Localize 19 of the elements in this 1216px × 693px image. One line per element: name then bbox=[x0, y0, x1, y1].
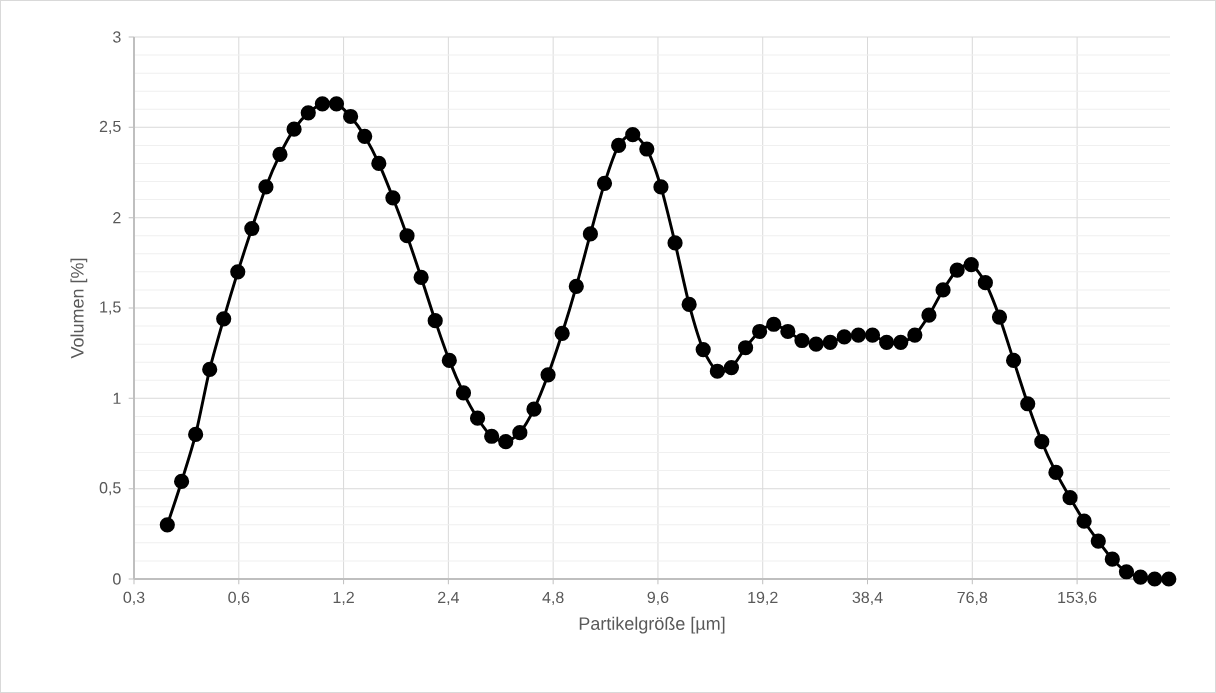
x-tick-label: 9,6 bbox=[647, 591, 669, 605]
y-tick-label: 1 bbox=[113, 392, 121, 404]
x-tick-label: 1,2 bbox=[333, 591, 354, 605]
x-tick-label: 2,4 bbox=[438, 591, 460, 605]
x-axis-title: Partikelgröße [µm] bbox=[579, 616, 725, 634]
y-tick-label: 2,5 bbox=[99, 120, 121, 134]
x-tick-label: 38,4 bbox=[852, 591, 883, 605]
x-tick-label: 4,8 bbox=[542, 591, 564, 605]
y-axis-title: Volumen [%] bbox=[70, 258, 88, 359]
y-tick-label: 0 bbox=[113, 573, 121, 585]
y-tick-label: 3 bbox=[113, 31, 121, 43]
x-tick-label: 153,6 bbox=[1058, 591, 1097, 605]
x-tick-label: 0,6 bbox=[228, 591, 250, 605]
y-tick-label: 1,5 bbox=[100, 301, 121, 315]
y-tick-label: 2 bbox=[113, 212, 121, 224]
x-tick-label: 0,3 bbox=[123, 591, 145, 605]
x-tick-label: 76,8 bbox=[957, 591, 988, 605]
x-tick-label: 19,2 bbox=[748, 591, 778, 605]
y-tick-label: 0,5 bbox=[99, 482, 121, 496]
